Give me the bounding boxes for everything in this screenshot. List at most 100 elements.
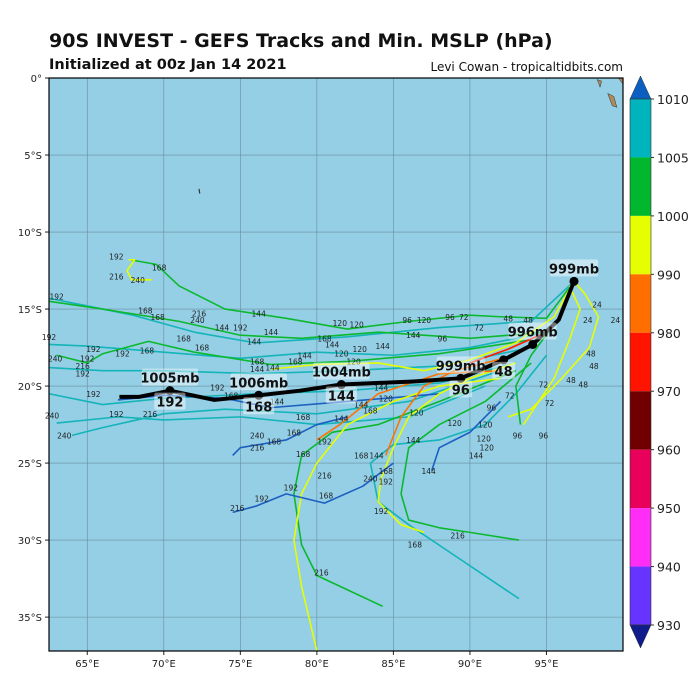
forecast-hour-label: 120 — [417, 316, 432, 325]
forecast-hour-label: 240 — [48, 354, 63, 363]
forecast-hour-label: 240 — [131, 276, 146, 285]
forecast-hour-label: 192 — [210, 384, 225, 393]
forecast-hour-label: 240 — [57, 431, 72, 440]
ensemble-track — [232, 462, 394, 514]
colorbar-segment — [630, 391, 651, 450]
forecast-hour-label: 120 — [334, 350, 349, 359]
forecast-hour-label: 192 — [86, 345, 101, 354]
colorbar-tick-label: 950 — [657, 501, 681, 516]
mean-hour-label-box: 144 — [325, 386, 357, 405]
forecast-hour-label: 144 — [354, 401, 369, 410]
mean-track-point — [254, 390, 264, 400]
ensemble-track — [293, 377, 501, 652]
colorbar-segment — [630, 274, 651, 333]
mean-track-point — [456, 373, 466, 383]
mean-pressure-label: 996mb — [508, 325, 558, 340]
forecast-hour-label: 120 — [447, 419, 462, 428]
mean-pressure-label-box: 1004mb — [312, 362, 371, 381]
ensemble-track — [129, 258, 575, 330]
label-background — [154, 392, 186, 410]
colorbar-tick-label: 960 — [657, 443, 681, 458]
mean-pressure-label: 1004mb — [312, 366, 371, 381]
colorbar-segment — [630, 449, 651, 509]
lat-tick-label: 10°S — [18, 228, 42, 239]
forecast-hour-label: 120 — [333, 319, 348, 328]
colorbar-tick-label: 930 — [657, 618, 681, 633]
label-background — [230, 373, 287, 391]
forecast-hour-label: 96 — [445, 313, 455, 322]
forecast-hour-label: 24 — [592, 300, 602, 309]
ensemble-track — [48, 300, 547, 340]
label-background — [508, 322, 557, 340]
mean-track-point — [336, 380, 346, 390]
mean-pressure-label-box: 999mb — [436, 356, 486, 374]
ensemble-track — [56, 339, 532, 366]
land — [596, 79, 602, 89]
forecast-hour-label: 144 — [297, 351, 312, 360]
ensemble-track — [430, 400, 502, 472]
colorbar-tick-label: 1005 — [657, 150, 689, 165]
mean-track-point — [499, 355, 509, 365]
lon-tick-label: 90°E — [458, 659, 482, 670]
forecast-hour-label: 216 — [230, 504, 245, 513]
forecast-hour-label: 144 — [406, 436, 421, 445]
mean-hour-label-box: 48 — [492, 361, 516, 380]
forecast-hour-label: 96 — [487, 404, 497, 413]
lon-tick-label: 85°E — [381, 659, 405, 670]
mean-hour-label: 144 — [328, 390, 355, 405]
forecast-hour-label: 72 — [459, 313, 469, 322]
mean-pressure-label: 1005mb — [140, 372, 199, 387]
forecast-hour-label: 240 — [250, 431, 265, 440]
forecast-hour-label: 168 — [317, 334, 332, 343]
lat-tick-label: 25°S — [18, 459, 42, 470]
forecast-hour-label: 144 — [421, 467, 436, 476]
colorbar-frame — [629, 98, 652, 626]
colorbar-tick-label: 1000 — [657, 209, 689, 224]
mean-track-point — [569, 276, 579, 286]
label-background — [325, 386, 357, 404]
forecast-hour-label: 192 — [284, 484, 299, 493]
forecast-hour-label: 96 — [438, 334, 448, 343]
forecast-hour-label: 120 — [480, 444, 495, 453]
forecast-hour-label: 168 — [408, 541, 423, 550]
colorbar-segment — [630, 99, 651, 158]
forecast-hour-label: 72 — [474, 324, 484, 333]
forecast-hour-label: 168 — [224, 391, 239, 400]
forecast-hour-label: 168 — [296, 413, 311, 422]
ensemble-track — [385, 354, 517, 456]
forecast-hour-label: 168 — [138, 307, 153, 316]
island — [198, 188, 201, 194]
mean-pressure-label: 999mb — [436, 359, 486, 374]
land — [607, 92, 618, 108]
forecast-hour-label: 96 — [402, 316, 412, 325]
forecast-hour-label: 120 — [478, 421, 493, 430]
forecast-hour-label: 240 — [190, 316, 205, 325]
forecast-hour-label: 120 — [379, 394, 394, 403]
forecast-hour-label: 168 — [195, 344, 210, 353]
colorbar-over-arrow — [629, 75, 652, 100]
mean-hour-label: 192 — [156, 396, 183, 411]
forecast-hour-label: 24 — [611, 316, 621, 325]
forecast-hour-label: 120 — [346, 357, 361, 366]
lat-tick-label: 30°S — [18, 536, 42, 547]
mean-hour-label-box: 168 — [243, 397, 275, 415]
forecast-hour-label: 144 — [376, 342, 391, 351]
mean-hour-label-box: 192 — [154, 392, 186, 411]
forecast-hour-label: 144 — [250, 365, 265, 374]
forecast-hour-label: 168 — [152, 263, 167, 272]
forecast-hour-label: 168 — [288, 357, 303, 366]
ensemble-track — [369, 354, 548, 600]
label-background — [243, 397, 275, 415]
forecast-hour-label: 192 — [255, 495, 270, 504]
forecast-hour-label: 48 — [566, 376, 576, 385]
forecast-hour-label: 192 — [80, 354, 95, 363]
ensemble-track — [117, 392, 440, 409]
forecast-hour-label: 48 — [586, 350, 596, 359]
mean-hour-label: 48 — [495, 365, 513, 380]
forecast-hour-label: 216 — [143, 410, 158, 419]
ensemble-track — [48, 331, 547, 360]
ensemble-track — [71, 369, 501, 437]
forecast-hour-label: 48 — [523, 316, 533, 325]
forecast-hour-label: 72 — [545, 399, 555, 408]
